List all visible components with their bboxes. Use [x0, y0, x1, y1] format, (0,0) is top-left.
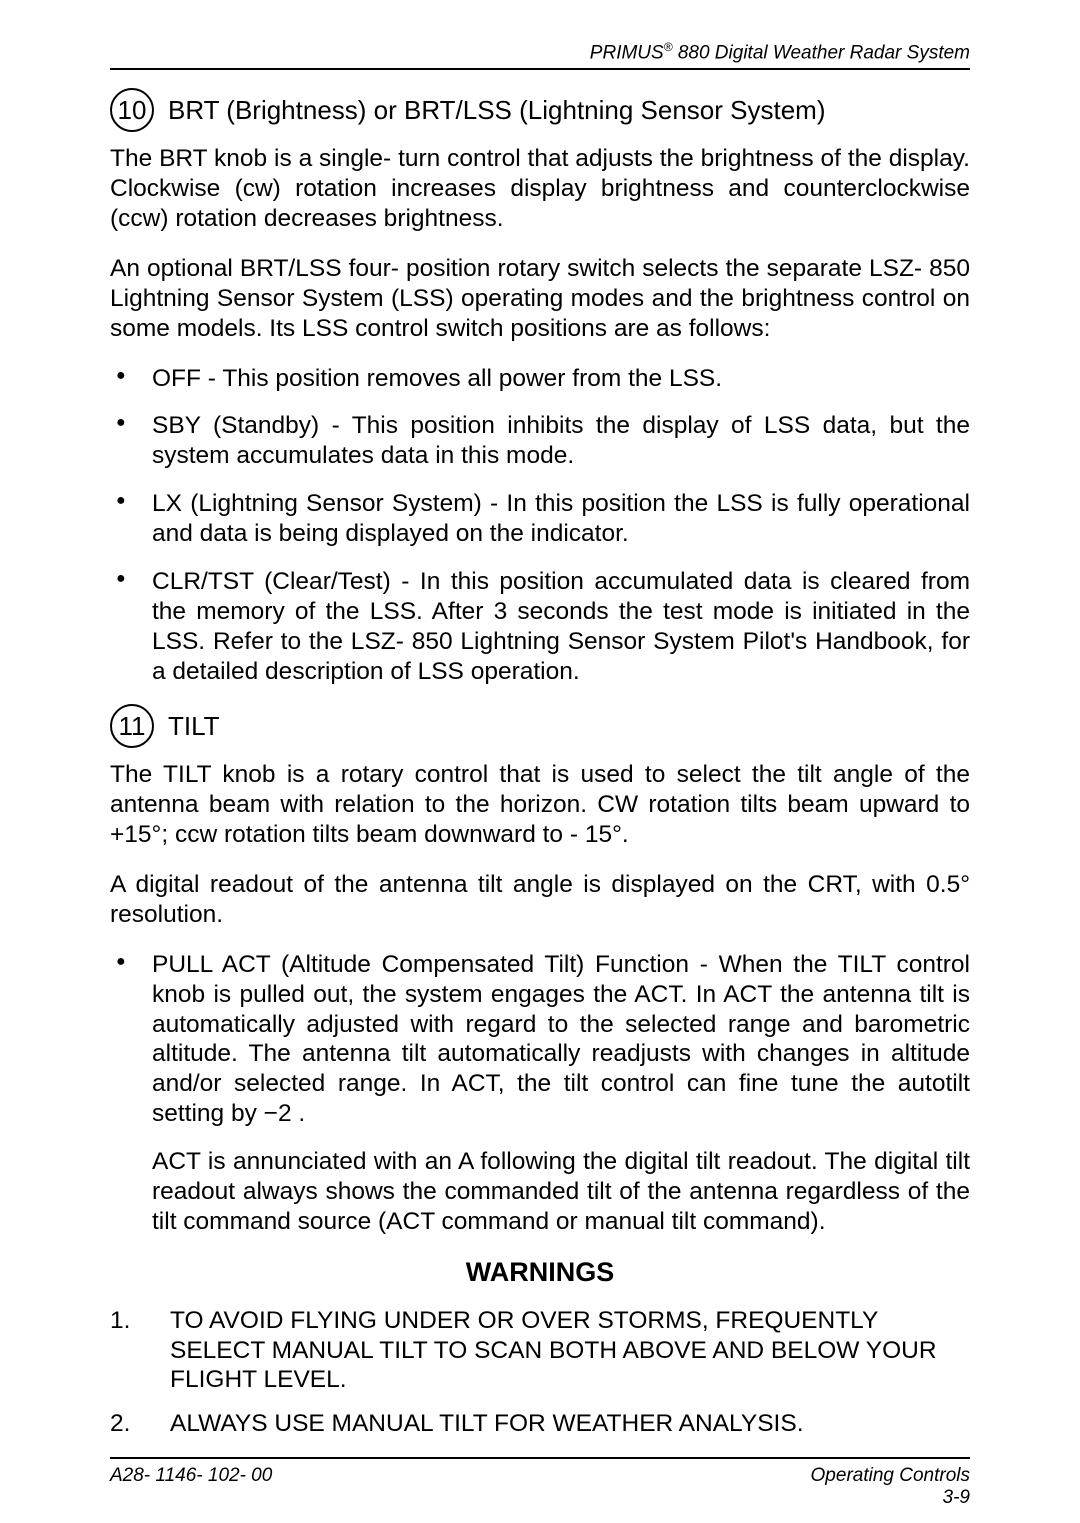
circled-number-11: 11	[110, 704, 154, 748]
footer-left: A28- 1146- 102- 00	[110, 1465, 272, 1509]
circled-number-10: 10	[110, 88, 154, 132]
section-10-heading: 10 BRT (Brightness) or BRT/LSS (Lightnin…	[110, 88, 970, 132]
footer-right: Operating Controls 3-9	[811, 1465, 970, 1509]
section-11-para3: ACT is annunciated with an A following t…	[152, 1147, 970, 1237]
warning-number: 2.	[110, 1409, 130, 1439]
list-item: SBY (Standby) - This position inhibits t…	[110, 411, 970, 471]
section-10-bullets: OFF - This position removes all power fr…	[110, 364, 970, 687]
footer-right-top: Operating Controls	[811, 1465, 970, 1486]
header-trademark: ®	[664, 40, 673, 54]
warning-text: TO AVOID FLYING UNDER OR OVER STORMS, FR…	[170, 1307, 937, 1394]
list-item: PULL ACT (Altitude Compensated Tilt) Fun…	[110, 950, 970, 1129]
warnings-list: 1. TO AVOID FLYING UNDER OR OVER STORMS,…	[110, 1306, 970, 1440]
list-item: OFF - This position removes all power fr…	[110, 364, 970, 394]
header-product: PRIMUS	[590, 42, 664, 63]
section-11-bullets: PULL ACT (Altitude Compensated Tilt) Fun…	[110, 950, 970, 1129]
page-footer: A28- 1146- 102- 00 Operating Controls 3-…	[110, 1457, 970, 1509]
warning-text: ALWAYS USE MANUAL TILT FOR WEATHER ANALY…	[170, 1410, 804, 1437]
warning-item: 2. ALWAYS USE MANUAL TILT FOR WEATHER AN…	[110, 1409, 970, 1439]
warning-item: 1. TO AVOID FLYING UNDER OR OVER STORMS,…	[110, 1306, 970, 1396]
section-10-para2: An optional BRT/LSS four- position rotar…	[110, 254, 970, 344]
section-11-heading: 11 TILT	[110, 704, 970, 748]
header-model: 880 Digital Weather Radar System	[673, 42, 970, 63]
footer-right-bottom: 3-9	[943, 1487, 970, 1508]
section-11-para2: A digital readout of the antenna tilt an…	[110, 870, 970, 930]
section-10-title: BRT (Brightness) or BRT/LSS (Lightning S…	[168, 95, 826, 126]
section-11-title: TILT	[168, 711, 220, 742]
section-10-para1: The BRT knob is a single- turn control t…	[110, 144, 970, 234]
list-item: CLR/TST (Clear/Test) - In this position …	[110, 567, 970, 687]
warning-number: 1.	[110, 1306, 130, 1336]
section-11-para1: The TILT knob is a rotary control that i…	[110, 760, 970, 850]
list-item: LX (Lightning Sensor System) - In this p…	[110, 489, 970, 549]
warnings-heading: WARNINGS	[110, 1257, 970, 1288]
page-header: PRIMUS® 880 Digital Weather Radar System	[110, 40, 970, 70]
